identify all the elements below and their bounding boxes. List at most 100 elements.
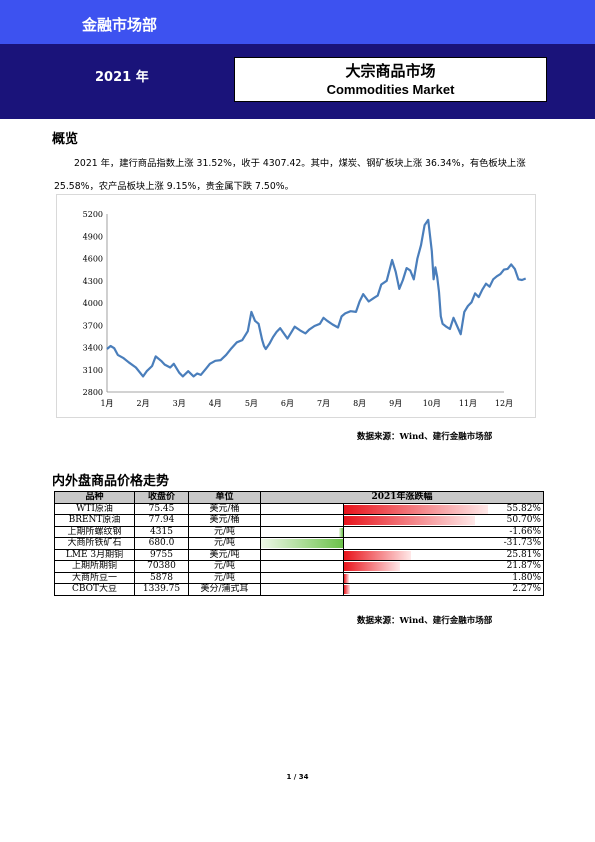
change-bar [338, 527, 343, 537]
close-price: 77.94 [134, 514, 189, 527]
report-year: 2021 年 [95, 70, 149, 85]
commodity-name: 上期所螺纹钢 [54, 525, 135, 538]
change-percent: 2.27% [512, 584, 541, 594]
change-percent: -1.66% [509, 526, 541, 537]
change-bar-positive: 2.27% [343, 583, 544, 596]
change-bar-negative [260, 525, 344, 538]
col-close-header: 收盘价 [134, 491, 189, 504]
commodity-name: 大商所铁矿石 [54, 537, 135, 550]
x-tick-label: 1月 [100, 399, 113, 408]
change-bar [344, 550, 411, 560]
chart-source: 数据来源：Wind、建行金融市场部 [357, 432, 493, 442]
table-heading: 内外盘商品价格走势 [52, 474, 170, 489]
x-tick-label: 7月 [317, 399, 330, 408]
change-percent: 25.81% [506, 549, 541, 560]
commodity-name: 大商所豆一 [54, 571, 135, 584]
unit: 元/吨 [188, 560, 261, 573]
change-bar-positive: 55.82% [343, 502, 544, 515]
close-price: 9755 [134, 548, 189, 561]
change-percent: 1.80% [512, 572, 541, 583]
col-name-header: 品种 [54, 491, 135, 504]
change-bar-negative [260, 502, 344, 515]
y-tick-label: 2800 [83, 388, 103, 397]
x-tick-label: 10月 [423, 399, 441, 408]
change-bar-positive: -1.66% [343, 525, 544, 538]
x-tick-label: 5月 [245, 399, 258, 408]
y-tick-label: 4900 [83, 232, 103, 241]
close-price: 4315 [134, 525, 189, 538]
change-bar-negative [260, 560, 344, 573]
table-row: LME 3月期铜 9755 美元/吨 25.81% [54, 548, 544, 561]
close-price: 75.45 [134, 502, 189, 515]
chart-frame [56, 194, 536, 418]
change-percent: -31.73% [503, 538, 541, 548]
change-bar-positive: 25.81% [343, 548, 544, 561]
commodity-index-chart: 2800 3100 3400 3700 4000 4300 4600 4900 5200 1月 2… [56, 194, 536, 418]
table-source: 数据来源：Wind、建行金融市场部 [357, 616, 493, 626]
title-en: Commodities Market [326, 82, 455, 97]
unit: 元/吨 [188, 525, 261, 538]
x-tick-label: 2月 [137, 399, 150, 408]
change-bar [344, 516, 475, 525]
close-price: 1339.75 [134, 583, 189, 596]
table-row: WTI原油 75.45 美元/桶 55.82% [54, 502, 544, 515]
y-tick-label: 4000 [83, 299, 103, 308]
commodity-name: CBOT大豆 [54, 583, 135, 596]
table-row: BRENT原油 77.94 美元/桶 50.70% [54, 514, 544, 527]
top-banner: 金融市场部 [0, 0, 595, 44]
y-tick-label: 3100 [83, 366, 103, 375]
table-row: 上期所螺纹钢 4315 元/吨 -1.66% [54, 525, 544, 538]
commodity-name: LME 3月期铜 [54, 548, 135, 561]
unit: 元/吨 [188, 571, 261, 584]
title-box: 大宗商品市场 Commodities Market [234, 57, 547, 102]
change-bar-positive: -31.73% [343, 537, 544, 550]
title-band: 2021 年 大宗商品市场 Commodities Market [0, 44, 595, 119]
x-tick-label: 9月 [389, 399, 402, 408]
y-tick-label: 4600 [83, 255, 103, 264]
change-percent: 50.70% [506, 515, 541, 525]
unit: 美元/吨 [188, 548, 261, 561]
change-bar [344, 573, 349, 583]
unit: 美分/蒲式耳 [188, 583, 261, 596]
commodity-name: WTI原油 [54, 502, 135, 515]
unit: 美元/桶 [188, 514, 261, 527]
x-tick-label: 6月 [281, 399, 294, 408]
y-tick-label: 3400 [83, 344, 103, 353]
change-bar-negative [260, 548, 344, 561]
change-bar-positive: 50.70% [343, 514, 544, 527]
y-tick-label: 3700 [83, 321, 103, 330]
change-bar-positive: 21.87% [343, 560, 544, 573]
unit: 美元/桶 [188, 502, 261, 515]
y-tick-label: 5200 [83, 210, 103, 219]
x-tick-label: 12月 [495, 399, 513, 408]
table-row: 上期所期铜 70380 元/吨 21.87% [54, 560, 544, 573]
commodity-name: BRENT原油 [54, 514, 135, 527]
index-line [106, 218, 527, 378]
table-row: CBOT大豆 1339.75 美分/蒲式耳 2.27% [54, 583, 544, 596]
y-tick-labels: 2800 3100 3400 3700 4000 4300 4600 4900 5200 [83, 210, 103, 397]
change-bar-negative [260, 583, 344, 596]
change-bar-negative [260, 537, 344, 550]
change-percent: 55.82% [506, 503, 541, 514]
change-percent: 21.87% [506, 561, 541, 571]
price-table: 品种 收盘价 单位 2021年涨跌幅 WTI原油 75.45 美元/桶 55.82% B… [54, 491, 544, 596]
x-tick-label: 8月 [353, 399, 366, 408]
change-bar [344, 562, 401, 571]
table-row: 大商所豆一 5878 元/吨 1.80% [54, 571, 544, 584]
x-tick-label: 11月 [459, 399, 477, 408]
change-bar [344, 504, 489, 514]
change-bar [344, 585, 350, 594]
change-bar-negative [260, 571, 344, 584]
close-price: 5878 [134, 571, 189, 584]
department-name: 金融市场部 [82, 16, 158, 34]
commodity-name: 上期所期铜 [54, 560, 135, 573]
table-header-row: 品种 收盘价 单位 2021年涨跌幅 [54, 491, 544, 504]
change-bar [261, 539, 343, 548]
page-number: 1 / 34 [286, 773, 309, 781]
title-cn: 大宗商品市场 [345, 62, 436, 80]
change-bar-positive: 1.80% [343, 571, 544, 584]
change-bar-negative [260, 514, 344, 527]
close-price: 70380 [134, 560, 189, 573]
overview-paragraph: 2021 年，建行商品指数上涨 31.52%，收于 4307.42。其中，煤炭、… [54, 158, 526, 192]
close-price: 680.0 [134, 537, 189, 550]
